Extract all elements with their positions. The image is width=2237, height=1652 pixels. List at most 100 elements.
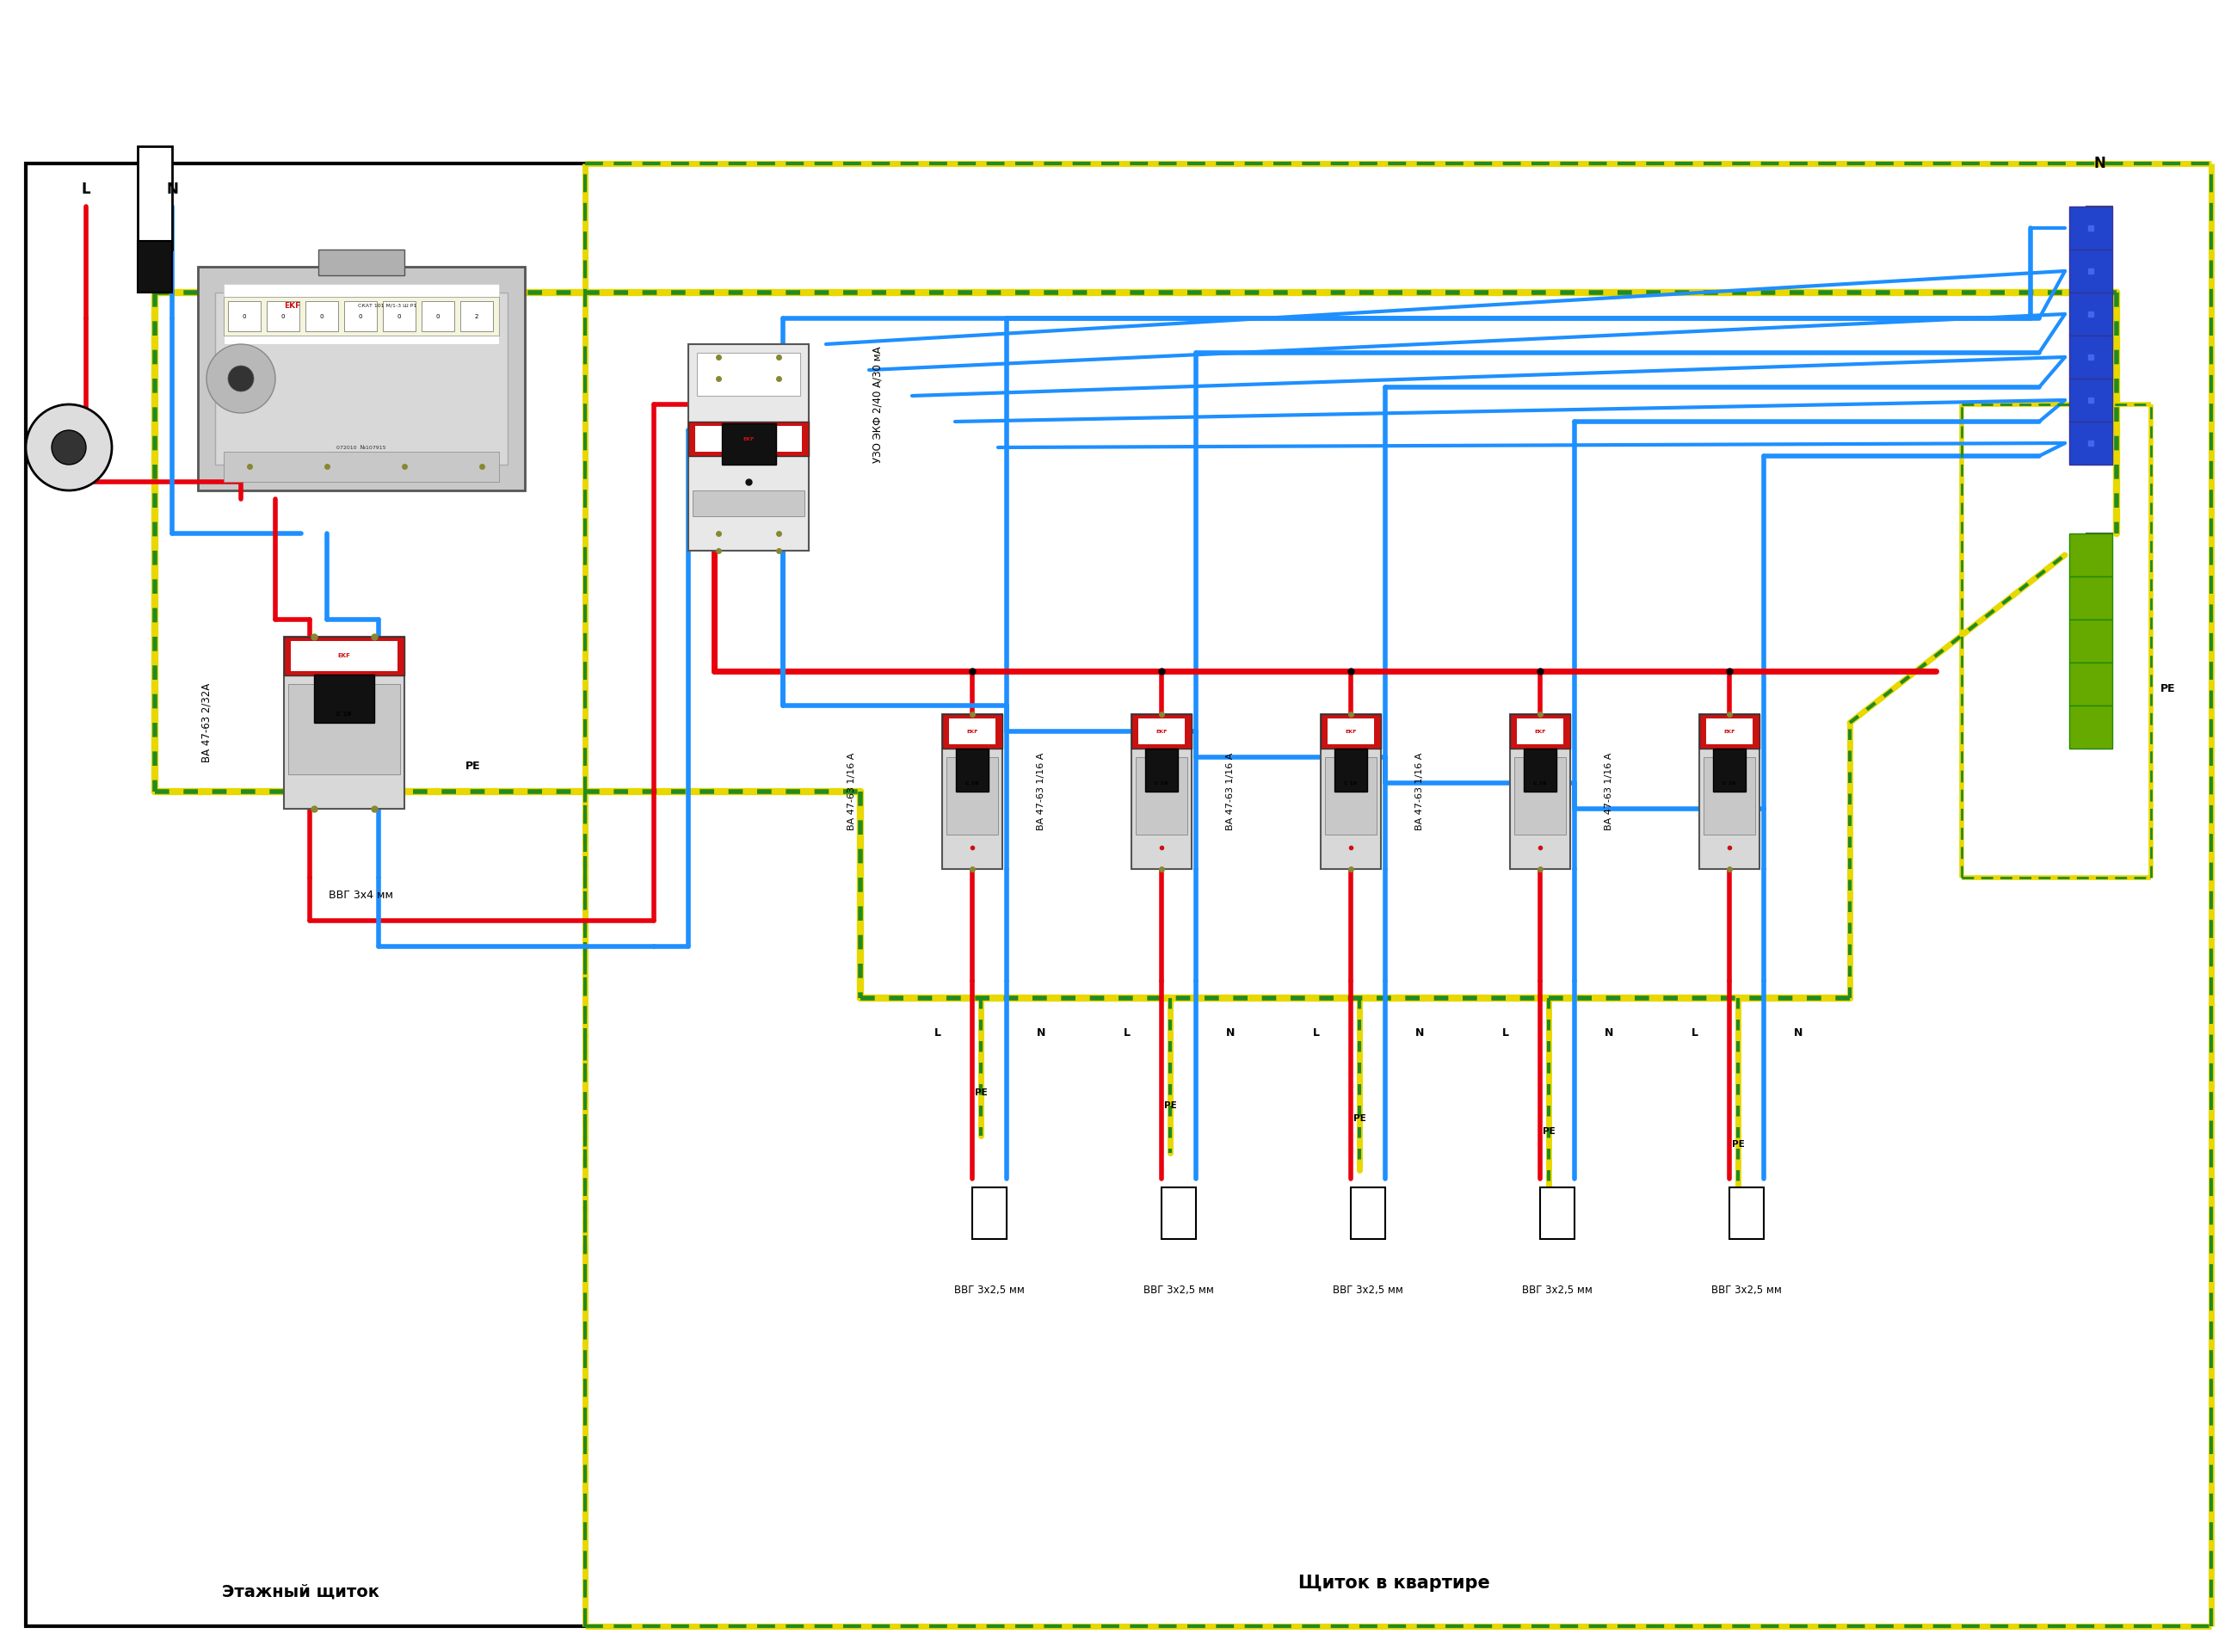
Bar — [2069, 620, 2112, 662]
Bar — [1139, 719, 1186, 745]
Text: L: L — [1123, 1028, 1130, 1037]
Bar — [1523, 748, 1557, 791]
Bar — [2087, 534, 2112, 748]
Text: EKF: EKF — [1725, 729, 1736, 733]
Text: L: L — [81, 182, 92, 197]
Bar — [698, 354, 801, 396]
Bar — [973, 1188, 1007, 1239]
Text: L: L — [935, 1028, 942, 1037]
Circle shape — [228, 365, 253, 392]
Bar — [1136, 757, 1188, 834]
Text: C 16: C 16 — [1535, 781, 1546, 785]
Text: PE: PE — [1163, 1102, 1177, 1110]
Text: N: N — [166, 182, 179, 197]
Text: C 16: C 16 — [338, 712, 351, 717]
Bar — [946, 757, 998, 834]
Circle shape — [27, 405, 112, 491]
Bar — [1132, 714, 1192, 748]
Bar — [1517, 719, 1564, 745]
Bar — [1324, 757, 1376, 834]
Bar — [1510, 714, 1570, 869]
Bar — [215, 292, 508, 464]
Text: ВВГ 3х2,5 мм: ВВГ 3х2,5 мм — [1711, 1285, 1783, 1297]
Text: ВА 47-63 1/16 А: ВА 47-63 1/16 А — [848, 753, 857, 831]
Bar — [1539, 1188, 1575, 1239]
Text: ВА 47-63 2/32А: ВА 47-63 2/32А — [201, 682, 213, 763]
Text: PE: PE — [2161, 682, 2177, 694]
Text: 0: 0 — [358, 314, 362, 319]
Bar — [1320, 714, 1380, 869]
Bar — [720, 423, 776, 464]
Text: C 16: C 16 — [1344, 781, 1358, 785]
Text: L: L — [1503, 1028, 1510, 1037]
Bar — [1132, 714, 1192, 869]
Bar — [313, 674, 374, 724]
Bar — [139, 241, 172, 292]
Text: ВА 47-63 1/16 А: ВА 47-63 1/16 А — [1604, 753, 1613, 831]
Text: СКАТ 101 М/1-3 Ш Р1: СКАТ 101 М/1-3 Ш Р1 — [358, 304, 416, 307]
Bar — [266, 301, 300, 332]
Bar — [2069, 705, 2112, 748]
Bar — [1327, 719, 1374, 745]
Bar — [139, 147, 172, 249]
Bar — [942, 714, 1002, 869]
Bar — [693, 491, 805, 515]
Text: ВВГ 3х2,5 мм: ВВГ 3х2,5 мм — [1143, 1285, 1215, 1297]
Text: 0: 0 — [320, 314, 324, 319]
Bar — [955, 748, 989, 791]
Text: N: N — [2094, 155, 2105, 172]
Bar — [2069, 378, 2112, 421]
Bar — [1707, 719, 1752, 745]
Bar — [318, 249, 405, 276]
Text: 0: 0 — [398, 314, 400, 319]
Bar — [461, 301, 492, 332]
Bar — [1514, 757, 1566, 834]
Bar — [2087, 206, 2112, 464]
Bar — [2069, 335, 2112, 378]
Circle shape — [206, 344, 275, 413]
Text: ВВГ 3х2,5 мм: ВВГ 3х2,5 мм — [1521, 1285, 1593, 1297]
Bar — [1351, 1188, 1385, 1239]
Bar — [383, 301, 416, 332]
Bar — [2069, 292, 2112, 335]
Text: EKF: EKF — [966, 729, 978, 733]
Text: N: N — [1604, 1028, 1613, 1037]
Bar — [421, 301, 454, 332]
Text: EKF: EKF — [284, 302, 300, 309]
Text: N: N — [1794, 1028, 1803, 1037]
Bar — [1145, 748, 1179, 791]
Text: C 16: C 16 — [1722, 781, 1736, 785]
Text: Щиток в квартире: Щиток в квартире — [1297, 1574, 1490, 1593]
Text: PE: PE — [465, 760, 481, 771]
Bar — [197, 266, 526, 491]
Text: EKF: EKF — [338, 653, 351, 657]
Text: ВА 47-63 1/16 А: ВА 47-63 1/16 А — [1226, 753, 1235, 831]
Bar — [27, 164, 586, 1626]
Text: 0: 0 — [282, 314, 284, 319]
Text: 2: 2 — [474, 314, 479, 319]
Text: EKF: EKF — [1157, 729, 1168, 733]
Bar — [2069, 421, 2112, 464]
Bar — [689, 344, 810, 550]
Circle shape — [51, 430, 85, 464]
Bar — [344, 301, 376, 332]
Text: L: L — [1691, 1028, 1698, 1037]
Bar — [2069, 577, 2112, 620]
Bar — [284, 636, 405, 809]
Bar — [228, 301, 262, 332]
Text: C 16: C 16 — [966, 781, 980, 785]
Bar — [1700, 714, 1761, 748]
Text: PE: PE — [1731, 1140, 1745, 1148]
Text: PE: PE — [1541, 1127, 1555, 1137]
Bar — [1729, 1188, 1763, 1239]
Bar — [224, 297, 499, 335]
Bar — [289, 684, 400, 775]
Text: EKF: EKF — [1344, 729, 1356, 733]
Text: Этажный щиток: Этажный щиток — [221, 1584, 380, 1599]
Bar — [1714, 748, 1745, 791]
Text: EKF: EKF — [743, 436, 754, 441]
Bar — [2069, 249, 2112, 292]
Text: N: N — [1416, 1028, 1425, 1037]
Bar — [942, 714, 1002, 748]
Text: ВВГ 3х2,5 мм: ВВГ 3х2,5 мм — [955, 1285, 1025, 1297]
